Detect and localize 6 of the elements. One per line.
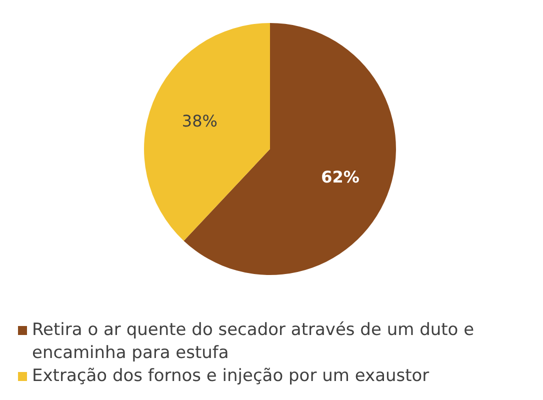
pie-slice [144,23,270,241]
legend-label: Extração dos fornos e injeção por um exaustor [32,366,430,386]
pie-slice [184,23,396,275]
legend-label: Retira o ar quente do secador através de um duto e encaminha para estufa [32,320,474,363]
data-label: 38% [182,112,218,131]
data-label: 62% [321,167,360,186]
